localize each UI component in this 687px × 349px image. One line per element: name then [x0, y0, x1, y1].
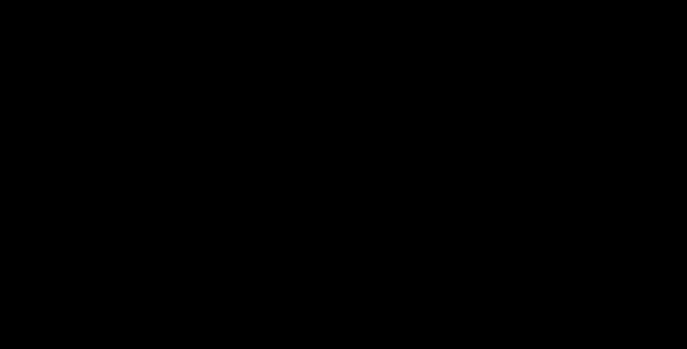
- Text: World Visa Map
(geopandas/cartopy required): World Visa Map (geopandas/cartopy requir…: [248, 161, 456, 191]
